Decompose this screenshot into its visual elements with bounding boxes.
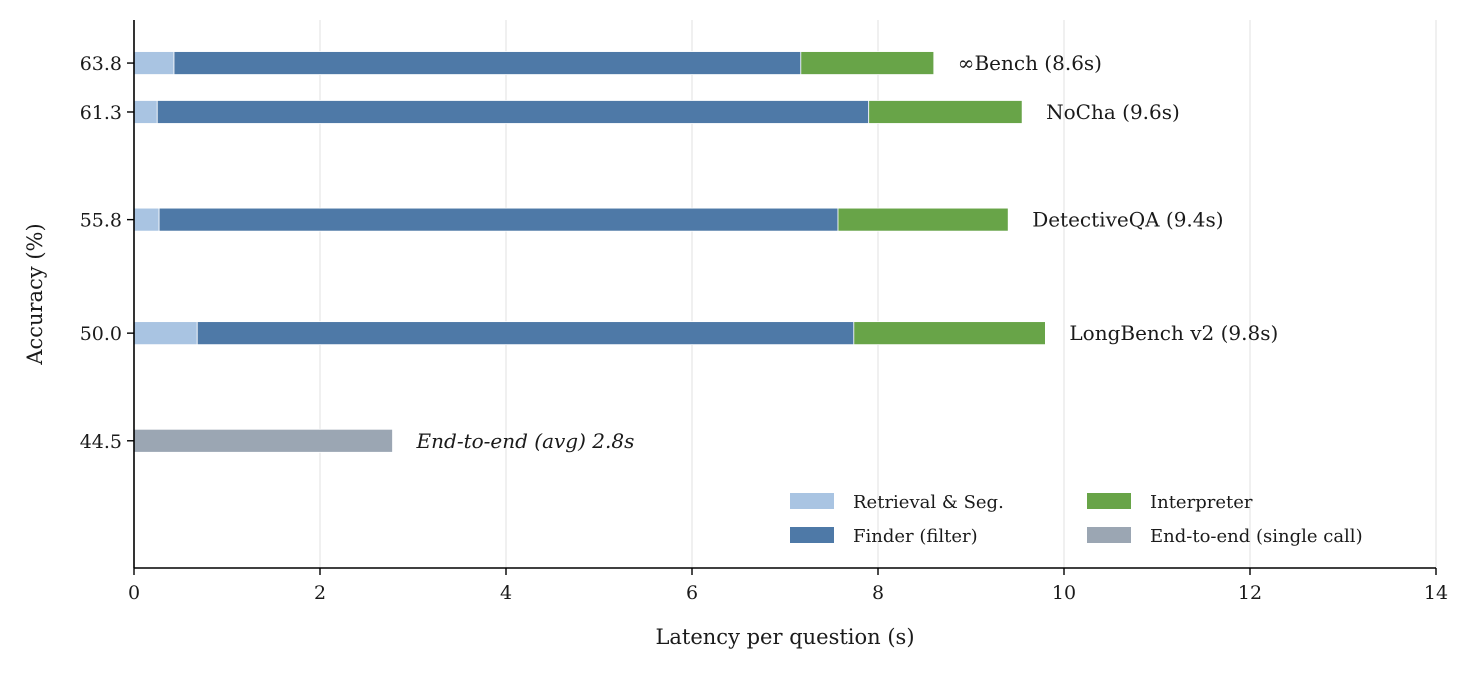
bar-segment-end_to_end bbox=[133, 428, 393, 453]
bar-segment-interpreter bbox=[868, 100, 1023, 124]
bar-label: ∞Bench (8.6s) bbox=[958, 51, 1102, 75]
legend-label: Finder (filter) bbox=[853, 526, 978, 547]
x-ticks: 0 2 4 6 8 10 12 14 bbox=[128, 568, 1448, 604]
y-tick-label: 61.3 bbox=[80, 102, 122, 124]
legend-label: Interpreter bbox=[1150, 492, 1253, 513]
x-tick-label: 2 bbox=[314, 582, 326, 604]
bar-label: LongBench v2 (9.8s) bbox=[1069, 321, 1278, 345]
legend-label: Retrieval & Seg. bbox=[853, 492, 1004, 513]
x-tick-label: 12 bbox=[1238, 582, 1262, 604]
bar-label: End-to-end (avg) 2.8s bbox=[416, 429, 635, 453]
bar-label: NoCha (9.6s) bbox=[1046, 100, 1180, 124]
y-tick-label: 55.8 bbox=[80, 210, 122, 232]
bars bbox=[133, 51, 1046, 453]
bar-segment-retrieval bbox=[133, 321, 198, 346]
legend-swatch-retrieval bbox=[790, 493, 834, 509]
y-ticks: 63.8 61.3 55.8 50.0 44.5 bbox=[80, 53, 134, 453]
y-tick-label: 44.5 bbox=[80, 431, 122, 453]
legend-swatch-interpreter bbox=[1087, 493, 1131, 509]
legend-swatch-finder bbox=[790, 527, 834, 543]
bar-segment-retrieval bbox=[133, 207, 160, 232]
legend-label: End-to-end (single call) bbox=[1150, 526, 1363, 547]
y-axis-label: Accuracy (%) bbox=[23, 223, 47, 365]
x-tick-label: 6 bbox=[686, 582, 698, 604]
x-tick-label: 4 bbox=[500, 582, 512, 604]
bar-segment-interpreter bbox=[837, 207, 1009, 232]
bar-segment-finder bbox=[173, 51, 802, 75]
x-axis-label: Latency per question (s) bbox=[655, 625, 914, 649]
bar-labels: ∞Bench (8.6s) NoCha (9.6s) DetectiveQA (9.… bbox=[416, 51, 1279, 453]
x-tick-label: 0 bbox=[128, 582, 140, 604]
x-tick-label: 10 bbox=[1052, 582, 1076, 604]
bar-segment-interpreter bbox=[853, 321, 1046, 346]
bar-segment-retrieval bbox=[133, 51, 175, 75]
bar-segment-interpreter bbox=[800, 51, 935, 75]
bar-segment-finder bbox=[158, 207, 839, 232]
bar-segment-finder bbox=[196, 321, 855, 346]
y-tick-label: 50.0 bbox=[80, 323, 122, 345]
bar-segment-finder bbox=[156, 100, 870, 124]
bar-label: DetectiveQA (9.4s) bbox=[1032, 208, 1223, 232]
x-tick-label: 14 bbox=[1424, 582, 1448, 604]
legend: Retrieval & Seg. Finder (filter) Interpret… bbox=[790, 492, 1363, 547]
x-tick-label: 8 bbox=[872, 582, 884, 604]
legend-swatch-end_to_end bbox=[1087, 527, 1131, 543]
bar-segment-retrieval bbox=[133, 100, 158, 124]
y-tick-label: 63.8 bbox=[80, 53, 122, 75]
